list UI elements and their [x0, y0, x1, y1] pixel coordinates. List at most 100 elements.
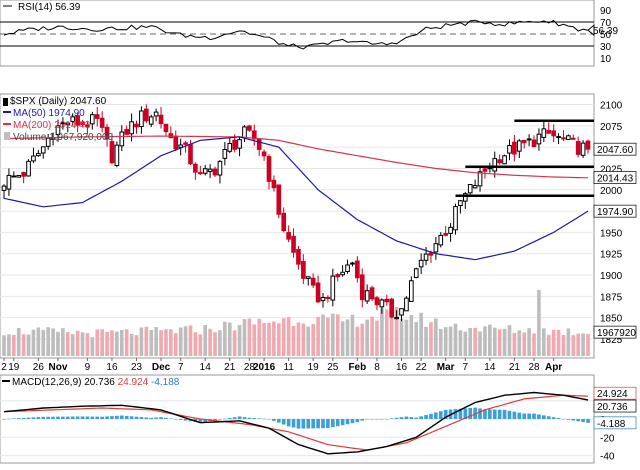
macd-histogram-bar — [36, 417, 41, 420]
volume-bar — [100, 329, 104, 356]
candle-body — [492, 158, 498, 172]
date-tick-label: Nov — [49, 362, 68, 373]
macd-histogram-bar — [414, 417, 419, 420]
volume-bar — [478, 331, 482, 356]
volume-bar — [198, 334, 203, 356]
volume-legend: Volume 1,967,920,000 — [13, 132, 114, 143]
macd-histogram-bar — [301, 419, 306, 429]
candle-body — [31, 155, 36, 162]
volume-bar — [178, 327, 183, 356]
macd-histogram-bar — [169, 418, 173, 420]
volume-bar — [7, 334, 11, 356]
candle-body — [472, 185, 478, 189]
macd-histogram-bar — [198, 419, 203, 423]
volume-bar — [404, 319, 409, 356]
price-tick-label: 2000 — [600, 186, 623, 197]
macd-histogram-bar — [492, 409, 497, 420]
macd-histogram-bar — [203, 419, 208, 422]
macd-histogram-bar — [178, 419, 183, 420]
price-tick-label: 1900 — [600, 271, 623, 282]
rsi-tick-label: 90 — [600, 6, 612, 17]
macd-histogram-bar — [453, 409, 458, 420]
macd-histogram-bar — [262, 418, 266, 420]
volume-bar — [429, 322, 433, 356]
macd-histogram-bar — [218, 419, 222, 420]
macd-histogram-bar — [272, 419, 276, 421]
price-tick-labels: 2100207520502025200019751950192519001875… — [600, 101, 623, 346]
candle-body — [173, 135, 179, 150]
macd-signal-box-frame — [593, 386, 637, 400]
candle-body — [55, 125, 61, 136]
ma50-line — [3, 136, 589, 261]
volume-bar — [488, 324, 492, 356]
volume-bar — [247, 318, 252, 356]
candle-body — [134, 123, 139, 128]
date-tick-label: 19 — [8, 362, 20, 373]
price-tick-label: 1950 — [600, 228, 623, 239]
candle-body — [404, 297, 409, 312]
macd-histogram-bar — [21, 417, 26, 420]
volume-bar — [399, 318, 404, 356]
macd-histogram-bar — [90, 416, 95, 420]
macd-histogram-bar — [16, 418, 21, 420]
candle-body — [183, 142, 188, 145]
candle-body — [418, 259, 424, 268]
volume-bar — [193, 332, 198, 356]
macd-histogram-bar — [223, 418, 227, 420]
candle-body — [409, 280, 414, 302]
volume-bar — [139, 327, 144, 356]
macd-histogram-bar — [232, 417, 237, 420]
candle-body — [75, 115, 80, 126]
macd-histogram-bar — [468, 407, 473, 420]
candle-body — [340, 271, 345, 276]
candle-body — [217, 160, 223, 176]
volume-bar — [355, 326, 360, 356]
volume-bar — [586, 333, 590, 356]
resistance-lines — [455, 119, 594, 197]
macd-histogram-bar — [512, 411, 517, 420]
macd-histogram-bar — [424, 415, 428, 420]
macd-histogram-bar — [473, 407, 477, 420]
volume-value-box: 1967920 — [597, 328, 636, 339]
volume-bar — [242, 319, 247, 356]
date-tick-label: 7 — [463, 362, 469, 373]
volume-bars — [2, 290, 590, 356]
volume-bar — [164, 329, 168, 356]
volume-bar — [272, 321, 276, 356]
volume-bar — [2, 335, 6, 356]
volume-bar — [65, 332, 70, 356]
candle-body — [526, 138, 532, 141]
macd-histogram-bar — [144, 417, 149, 420]
macd-histogram-bar — [149, 417, 154, 420]
candle-body — [433, 243, 439, 253]
candle-body — [207, 168, 213, 172]
macd-histogram-bar — [542, 415, 546, 420]
candle-body — [497, 159, 502, 164]
macd-histogram-bar — [110, 416, 114, 420]
candle-body — [477, 171, 483, 187]
candle-body — [374, 297, 380, 306]
macd-histogram-bar — [483, 409, 487, 420]
macd-histogram-bar — [350, 419, 355, 424]
macd-histogram-bar — [311, 419, 316, 429]
candle-body — [350, 262, 355, 265]
volume-value-box-frame — [593, 325, 637, 339]
macd-histogram-bar — [497, 409, 502, 420]
macd-histogram-bar — [375, 419, 379, 420]
volume-bar — [26, 334, 31, 356]
macd-histogram-bar — [389, 418, 394, 420]
ma50-value-box-frame — [593, 204, 637, 218]
macd-histogram-bar — [561, 419, 566, 420]
volume-bar — [566, 328, 571, 356]
volume-bar — [90, 337, 95, 356]
rsi-value-marker — [587, 24, 595, 37]
volume-bar — [36, 327, 41, 356]
macd-lines — [3, 391, 589, 455]
candle-body — [193, 163, 198, 173]
volume-bar — [335, 314, 340, 356]
macd-histogram-bar — [124, 415, 129, 420]
volume-bar — [468, 327, 473, 356]
volume-bar — [262, 322, 266, 356]
date-tick-label: 21 — [509, 362, 521, 373]
